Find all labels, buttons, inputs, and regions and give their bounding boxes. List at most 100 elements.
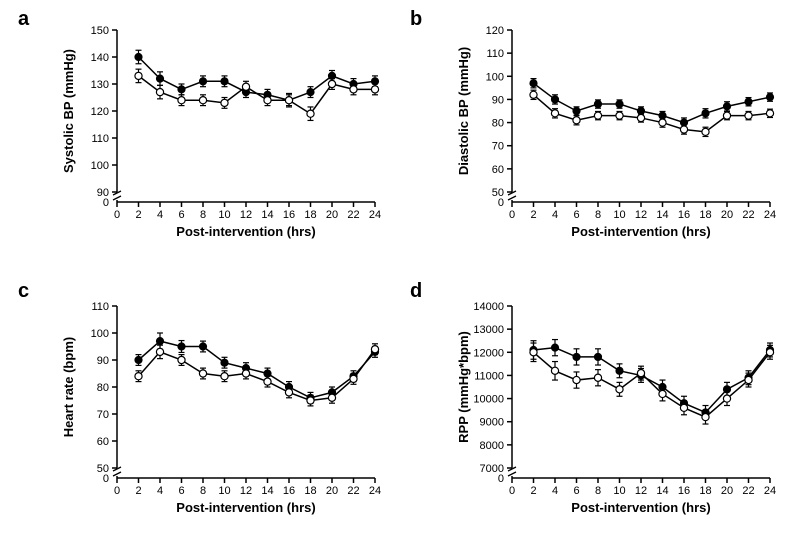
marker [307,89,314,96]
series-d-closed [534,348,771,413]
svg-text:90: 90 [97,355,109,367]
svg-text:10: 10 [218,209,230,221]
svg-text:10: 10 [218,485,230,497]
marker [199,78,206,85]
panel-label-c: c [18,280,29,303]
ylabel-c: Heart rate (bpm) [61,337,76,437]
panel-label-a: a [18,8,29,31]
marker [723,395,730,402]
chart-b: 5060708090100110120002468101214161820222… [450,20,780,250]
svg-text:0: 0 [103,197,109,209]
marker [307,397,314,404]
marker [745,376,752,383]
chart-a: 9010011012013014015000246810121416182022… [55,20,385,250]
marker [221,359,228,366]
svg-text:100: 100 [91,328,109,340]
svg-text:0: 0 [103,473,109,485]
marker [594,112,601,119]
marker [178,343,185,350]
svg-text:20: 20 [326,485,338,497]
svg-text:18: 18 [699,209,711,221]
ylabel-b: Diastolic BP (mmHg) [456,47,471,175]
marker [135,373,142,380]
svg-text:0: 0 [114,485,120,497]
marker [328,394,335,401]
svg-text:4: 4 [552,485,558,497]
svg-text:60: 60 [97,436,109,448]
series-b-closed [534,83,771,122]
marker [573,117,580,124]
svg-text:60: 60 [492,164,504,176]
svg-text:14000: 14000 [473,301,504,313]
svg-text:120: 120 [91,106,109,118]
marker [766,94,773,101]
svg-text:12: 12 [240,209,252,221]
marker [594,353,601,360]
marker [637,114,644,121]
marker [199,370,206,377]
svg-text:70: 70 [97,409,109,421]
chart-d: 7000800090001000011000120001300014000002… [450,296,780,526]
marker [178,86,185,93]
marker [221,99,228,106]
marker [530,349,537,356]
svg-text:22: 22 [742,209,754,221]
svg-text:4: 4 [552,209,558,221]
svg-text:18: 18 [304,209,316,221]
marker [723,112,730,119]
marker [573,107,580,114]
svg-text:24: 24 [369,485,381,497]
svg-text:6: 6 [178,485,184,497]
marker [350,86,357,93]
marker [616,386,623,393]
svg-text:8: 8 [200,209,206,221]
svg-text:18: 18 [304,485,316,497]
svg-text:150: 150 [91,25,109,37]
svg-text:9000: 9000 [480,417,504,429]
marker [745,98,752,105]
svg-text:20: 20 [721,485,733,497]
svg-text:80: 80 [492,118,504,130]
svg-text:8000: 8000 [480,440,504,452]
panel-c: 50607080901001100024681012141618202224He… [55,296,385,526]
svg-text:20: 20 [721,209,733,221]
panel-label-b: b [410,8,422,31]
marker [530,91,537,98]
marker [199,97,206,104]
marker [551,110,558,117]
marker [723,103,730,110]
svg-text:0: 0 [498,473,504,485]
svg-text:2: 2 [135,209,141,221]
marker [199,343,206,350]
svg-text:10: 10 [613,209,625,221]
marker [307,110,314,117]
svg-text:0: 0 [509,485,515,497]
marker [221,373,228,380]
marker [156,338,163,345]
marker [680,126,687,133]
series-a-open [139,76,376,114]
series-c-closed [139,341,376,398]
svg-text:22: 22 [347,209,359,221]
svg-text:100: 100 [486,71,504,83]
svg-text:140: 140 [91,52,109,64]
marker [178,356,185,363]
marker [135,356,142,363]
svg-text:2: 2 [135,485,141,497]
svg-text:100: 100 [91,160,109,172]
marker [178,97,185,104]
svg-text:12: 12 [635,485,647,497]
marker [702,110,709,117]
marker [242,83,249,90]
series-c-open [139,349,376,400]
marker [659,390,666,397]
svg-text:10: 10 [613,485,625,497]
svg-text:20: 20 [326,209,338,221]
svg-text:70: 70 [492,141,504,153]
marker [221,78,228,85]
marker [371,86,378,93]
svg-text:22: 22 [347,485,359,497]
marker [156,89,163,96]
marker [766,349,773,356]
svg-text:0: 0 [114,209,120,221]
